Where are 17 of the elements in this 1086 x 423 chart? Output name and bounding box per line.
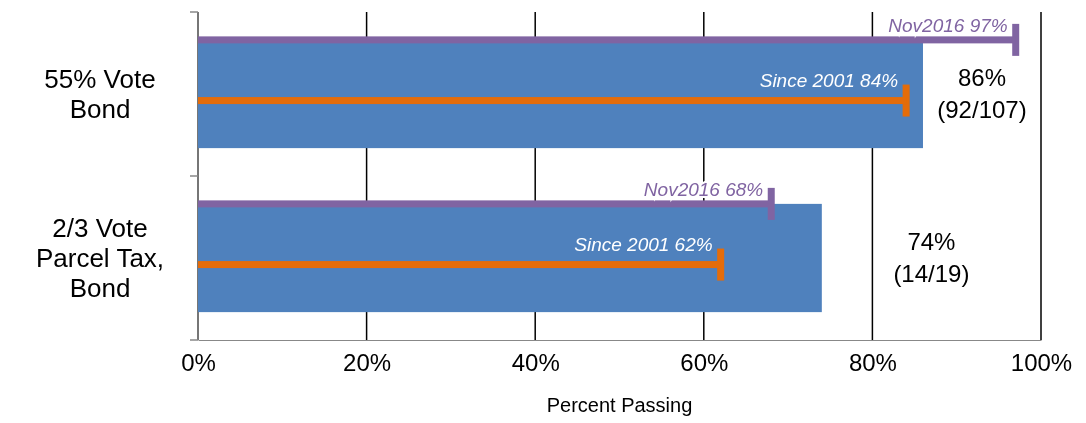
text: Nov2016 97% [888,14,1008,36]
x-tick-label: 60% [680,349,729,377]
x-axis-title: Percent Passing [546,394,693,416]
bar [198,36,1016,44]
bar [198,203,822,313]
text: Since 2001 62% [574,233,713,255]
x-tick-label: 80% [848,349,897,377]
x-tick-label: 0% [181,349,216,377]
data-label: 74% (14/19) [893,228,970,287]
x-tick-label: 20% [343,349,392,377]
bar [198,261,721,269]
x-tick-label: 100% [1010,349,1073,377]
data-label: 86% (92/107) [937,64,1027,123]
text: Since 2001 84% [759,69,899,91]
x-tick-label: 40% [511,349,560,377]
y-tick-label: 55% Vote Bond [44,64,156,124]
y-tick-label: 2/3 Vote Parcel Tax, Bond [35,213,165,303]
